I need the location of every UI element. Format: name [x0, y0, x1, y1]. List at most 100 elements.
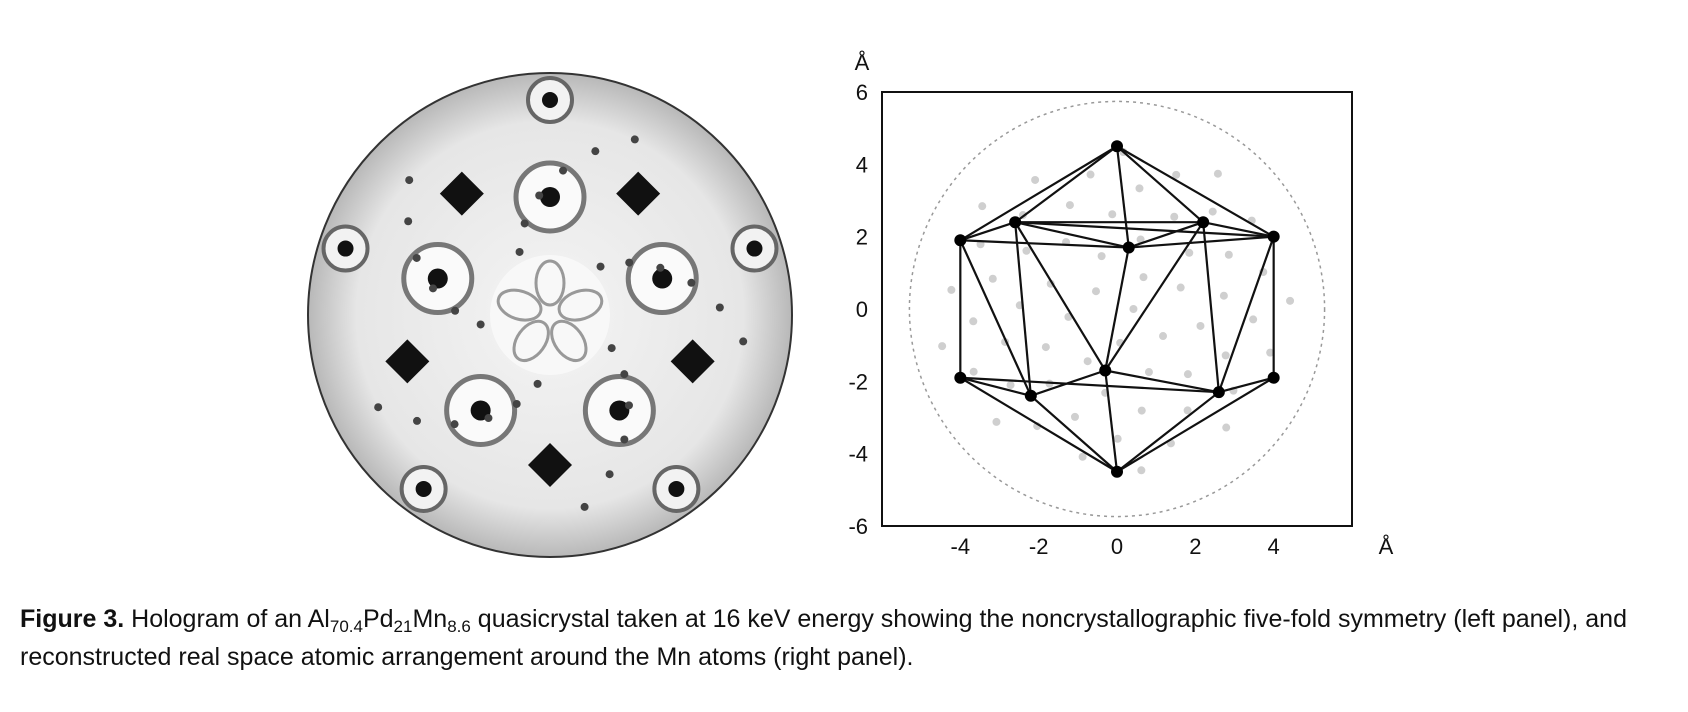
icosahedron-edge — [1014, 145, 1118, 224]
x-tick-label: 4 — [1268, 534, 1280, 559]
density-blob — [1097, 252, 1106, 261]
figure-caption: Figure 3. Hologram of an Al70.4Pd21Mn8.6… — [20, 600, 1670, 676]
figure-label: Figure 3. — [20, 605, 125, 633]
icosahedron-edge — [1217, 236, 1275, 393]
hologram-speck — [715, 303, 724, 312]
atom-point — [1099, 364, 1112, 377]
caption-text-d: quasicrystal taken at 16 keV energy show… — [20, 605, 1627, 671]
density-blob — [1022, 246, 1031, 255]
hologram-star-spot — [528, 443, 572, 487]
density-blob — [1170, 212, 1179, 221]
caption-text-a: Hologram of an Al — [124, 605, 330, 633]
icosahedron-edge — [1015, 221, 1274, 238]
density-blob — [988, 274, 997, 283]
density-blob — [1139, 273, 1148, 282]
icosahedron-edge — [1128, 235, 1274, 249]
density-blob — [978, 202, 987, 211]
hologram-speck — [374, 403, 383, 412]
hologram-speck — [656, 263, 665, 272]
y-tick-label: -4 — [848, 442, 868, 467]
atom-point — [1122, 241, 1135, 254]
icosahedron-edge — [1105, 369, 1220, 394]
density-blob — [1176, 283, 1185, 292]
density-blob — [1183, 370, 1192, 379]
y-tick-label: 2 — [856, 225, 868, 250]
hologram-speck — [630, 135, 639, 144]
hologram-speck — [625, 258, 634, 267]
icosahedron-edge — [1116, 145, 1275, 238]
atom-point — [1267, 230, 1280, 243]
icosahedron-edge — [1014, 221, 1129, 249]
density-blob — [1129, 305, 1138, 313]
density-blob — [947, 285, 956, 294]
icosahedron-edge — [1014, 222, 1032, 396]
atom-point — [1111, 465, 1123, 478]
hologram-speck — [450, 420, 459, 429]
hologram-speck — [687, 278, 696, 287]
caption-text-b: Pd — [362, 605, 394, 633]
y-tick-label: 6 — [856, 80, 868, 105]
icosahedron-edge — [959, 221, 1016, 242]
hologram-speck — [405, 176, 414, 185]
icosahedron-edge — [959, 239, 1032, 397]
hologram-dot — [415, 480, 432, 497]
icosahedron-edge — [1104, 370, 1119, 472]
hologram-speck — [451, 306, 460, 315]
hologram-center — [490, 255, 610, 375]
density-blob — [1172, 170, 1181, 179]
atom-point — [1024, 389, 1037, 402]
density-blob — [1070, 412, 1079, 421]
density-blob — [1196, 321, 1205, 330]
icosahedron-edge — [1014, 221, 1107, 372]
x-tick-labels: -4 -2 0 2 4 — [951, 534, 1280, 559]
hologram-speck — [607, 344, 616, 353]
icosahedron-edge — [1202, 221, 1274, 238]
x-tick-label: 2 — [1189, 534, 1201, 559]
hologram-dot — [668, 480, 685, 497]
atom-markers — [954, 140, 1280, 478]
hologram-speck — [580, 502, 589, 511]
hologram-speck — [620, 435, 629, 444]
icosahedron-edge — [1128, 221, 1204, 249]
hologram-speck — [429, 284, 438, 293]
density-blob — [1086, 170, 1095, 179]
density-blob — [1031, 175, 1040, 184]
density-blob — [1144, 368, 1153, 377]
hologram-speck — [413, 416, 422, 425]
y-tick-label: -2 — [848, 369, 868, 394]
hologram-dot — [427, 268, 448, 289]
hologram-dot — [337, 240, 354, 257]
density-blob — [1222, 423, 1231, 432]
hologram-speck — [591, 147, 600, 156]
hologram-speck — [535, 191, 544, 200]
y-tick-labels: 6 4 2 0 -2 -4 -6 — [848, 80, 868, 539]
hologram-speck — [476, 320, 485, 329]
density-blob — [1083, 357, 1092, 366]
outer-shell — [908, 100, 1326, 518]
density-blob — [1137, 466, 1146, 475]
density-blob — [1208, 207, 1217, 216]
density-blob — [1065, 201, 1074, 210]
density-blob — [1113, 434, 1122, 443]
density-blob — [1249, 315, 1258, 324]
hologram-speck — [484, 414, 493, 423]
hologram-star-spot — [385, 339, 430, 384]
caption-sub-a: 70.4 — [329, 617, 363, 636]
hologram-petal — [496, 288, 543, 322]
x-tick-label: -4 — [951, 534, 971, 559]
hologram-petal — [550, 319, 588, 362]
density-blob — [1108, 210, 1117, 219]
density-blob — [1224, 250, 1233, 259]
icosahedron-edges — [959, 145, 1275, 473]
icosahedron-edge — [1030, 394, 1118, 473]
atom-reconstruction-plot: Å 6 4 2 0 -2 -4 -6 -4 -2 0 2 4 Å — [848, 50, 1393, 559]
y-axis-unit: Å — [855, 50, 870, 75]
hologram-star-spot — [616, 171, 661, 216]
density-blob — [1135, 184, 1144, 193]
hologram-speck — [404, 217, 413, 226]
icosahedron-edge — [960, 376, 1219, 394]
hologram-petal — [512, 319, 550, 362]
icosahedron-edge — [1218, 376, 1274, 394]
atom-point — [954, 234, 967, 247]
hologram-speck — [624, 401, 633, 410]
